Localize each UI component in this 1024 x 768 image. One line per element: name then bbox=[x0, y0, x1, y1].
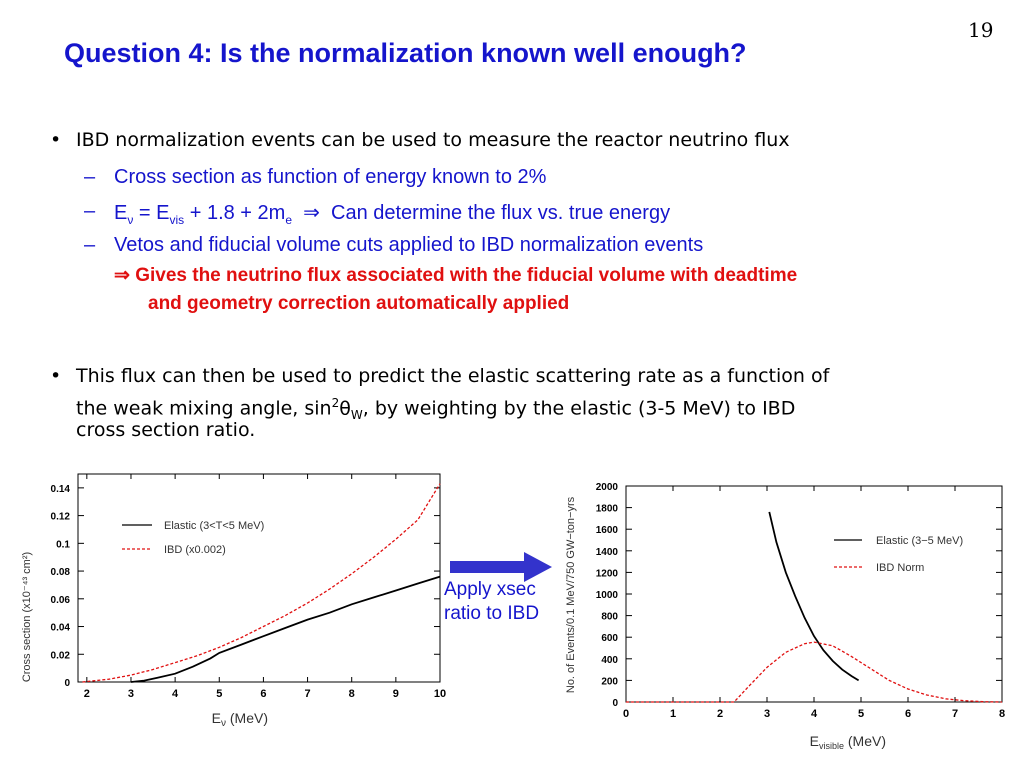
plot-frame bbox=[625, 485, 1003, 703]
theta-symbol: θ bbox=[339, 397, 351, 420]
arrow-note: Apply xsec ratio to IBD bbox=[444, 578, 539, 626]
y-axis-label: Cross section (x10⁻⁴³ cm²) bbox=[21, 552, 33, 682]
y-tick-label: 1400 bbox=[596, 547, 619, 558]
y-tick-label: 2000 bbox=[596, 482, 619, 493]
sub-bullet-text: Cross section as function of energy know… bbox=[114, 166, 547, 188]
event-rate-chart: 0 1 2 3 4 5 6 7 8 0 200 400 600 800 1000 1200 1400 1600 18… bbox=[565, 482, 1005, 751]
implies-arrow: ⇒ bbox=[114, 265, 130, 286]
series-line-0 bbox=[768, 511, 860, 682]
formula-tail: Can determine the flux vs. true energy bbox=[331, 202, 671, 224]
legend-elastic: Elastic (3−5 MeV) bbox=[876, 535, 963, 547]
y-tick-label: 0 bbox=[612, 698, 618, 709]
legend-ibd: IBD (x0.002) bbox=[164, 544, 226, 556]
y-tick-label: 0.08 bbox=[51, 567, 71, 578]
implies-arrow: ⇒ bbox=[292, 202, 331, 224]
legend-elastic: Elastic (3<T<5 MeV) bbox=[164, 520, 264, 532]
x-tick-label: 5 bbox=[216, 688, 222, 700]
sub-bullet-dash: – bbox=[84, 200, 96, 222]
bullet-ibd-normalization: • IBD normalization events can be used t… bbox=[50, 126, 1000, 154]
y-axis-label: No. of Events/0.1 MeV/750 GW−ton−yrs bbox=[565, 496, 577, 693]
x-tick-label: 6 bbox=[260, 688, 266, 700]
bullet-dot: • bbox=[50, 365, 62, 387]
implication-line-1: ⇒ Gives the neutrino flux associated wit… bbox=[114, 264, 797, 287]
x-tick-label: 8 bbox=[999, 708, 1005, 720]
y-tick-label: 0 bbox=[64, 678, 70, 689]
legend-ibd: IBD Norm bbox=[876, 562, 924, 574]
bullet-line-3: cross section ratio. bbox=[76, 419, 256, 441]
x-tick-label: 7 bbox=[304, 688, 310, 700]
implication-text: Gives the neutrino flux associated with … bbox=[129, 265, 798, 286]
bullet-line-1: This flux can then be used to predict th… bbox=[76, 365, 830, 387]
sub-bullet-dash: – bbox=[84, 234, 96, 256]
x-tick-label: 6 bbox=[905, 708, 911, 720]
x-tick-label: 9 bbox=[393, 688, 399, 700]
x-axis-label: Evisible (MeV) bbox=[810, 733, 886, 751]
x-tick-label: 4 bbox=[172, 688, 179, 700]
x-tick-label: 2 bbox=[717, 708, 723, 720]
formula-e: E bbox=[114, 202, 128, 224]
x-tick-label: 2 bbox=[84, 688, 90, 700]
formula-nu: ν bbox=[127, 213, 134, 227]
y-tick-label: 400 bbox=[601, 655, 618, 666]
bullet-flux-prediction: • This flux can then be used to predict … bbox=[50, 362, 1000, 446]
plot-frame bbox=[77, 473, 441, 683]
x-tick-label: 3 bbox=[128, 688, 134, 700]
y-tick-label: 1200 bbox=[596, 568, 619, 579]
y-tick-label: 0.1 bbox=[56, 539, 70, 550]
y-tick-label: 600 bbox=[601, 633, 618, 644]
sub-bullet-text: Vetos and fiducial volume cuts applied t… bbox=[114, 234, 704, 256]
formula-rest: + 1.8 + 2m bbox=[184, 202, 286, 224]
arrow-note-line-2: ratio to IBD bbox=[444, 603, 540, 624]
y-tick-label: 0.14 bbox=[51, 484, 71, 495]
sub-w: W bbox=[350, 408, 363, 423]
y-tick-label: 0.06 bbox=[51, 595, 71, 606]
formula-me: e bbox=[285, 213, 293, 227]
bullet-dot: • bbox=[50, 129, 62, 151]
bullet-line-2: the weak mixing angle, sin2θW, by weight… bbox=[76, 389, 795, 429]
y-tick-label: 200 bbox=[601, 676, 618, 687]
x-tick-label: 3 bbox=[764, 708, 770, 720]
y-tick-label: 1600 bbox=[596, 525, 619, 536]
slide-number: 19 bbox=[968, 18, 994, 42]
page-title: Question 4: Is the normalization known w… bbox=[64, 38, 747, 68]
formula-eq: = E bbox=[133, 202, 170, 224]
arrow-note-line-1: Apply xsec bbox=[444, 579, 536, 600]
bullet-text: IBD normalization events can be used to … bbox=[76, 129, 790, 151]
sub-bullet-dash: – bbox=[84, 166, 96, 188]
sup-two: 2 bbox=[331, 396, 340, 410]
series-line-1 bbox=[82, 483, 441, 683]
y-tick-label: 0.04 bbox=[51, 623, 71, 634]
line-2-start: the weak mixing angle, sin bbox=[76, 397, 332, 420]
line-2-end: , by weighting by the elastic (3-5 MeV) … bbox=[362, 397, 796, 420]
x-tick-label: 10 bbox=[434, 688, 446, 700]
y-tick-label: 800 bbox=[601, 612, 618, 623]
formula-vis: vis bbox=[169, 213, 185, 227]
x-tick-label: 1 bbox=[670, 708, 676, 720]
x-tick-label: 7 bbox=[952, 708, 958, 720]
series-line-0 bbox=[130, 575, 441, 683]
y-tick-label: 0.02 bbox=[51, 650, 71, 661]
y-tick-label: 1000 bbox=[596, 590, 619, 601]
y-tick-label: 1800 bbox=[596, 504, 619, 515]
x-tick-label: 0 bbox=[623, 708, 629, 720]
x-tick-label: 4 bbox=[811, 708, 818, 720]
y-tick-label: 0.12 bbox=[51, 512, 71, 523]
x-tick-label: 5 bbox=[858, 708, 864, 720]
series-line-1 bbox=[626, 641, 1003, 703]
x-axis-label: Eν (MeV) bbox=[212, 710, 268, 729]
x-tick-label: 8 bbox=[349, 688, 355, 700]
cross-section-chart: 2 3 4 5 6 7 8 9 10 0 0.02 0.04 0.06 0.08 0.1 0.12 0.14 C… bbox=[21, 473, 446, 729]
implication-line-2: and geometry correction automatically ap… bbox=[148, 293, 570, 314]
sub-bullet-formula: Eν = Evis + 1.8 + 2me ⇒ Can determine th… bbox=[114, 200, 670, 227]
right-arrow-icon bbox=[450, 552, 552, 582]
